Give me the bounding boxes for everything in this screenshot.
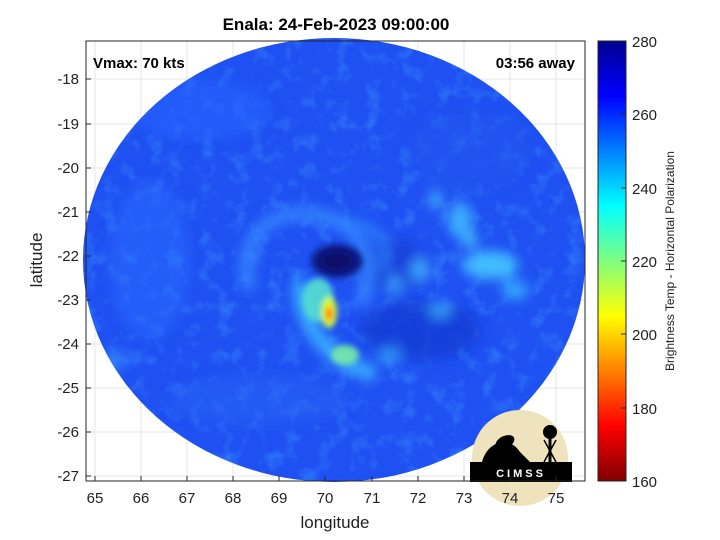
plot-frame [85, 40, 586, 482]
colorbar-tick-label: 220 [632, 254, 657, 271]
x-tick-label: 72 [410, 490, 427, 507]
colorbar-tick-labels: 280 260 240 220 200 180 160 [632, 34, 657, 491]
brightness-temperature-swath [83, 38, 585, 482]
colorbar-tick-label: 260 [632, 107, 657, 124]
x-tick-label: 68 [225, 490, 242, 507]
y-tick-label: -19 [57, 116, 79, 133]
colorbar-ticks [621, 113, 626, 409]
colorbar-tick-label: 180 [632, 401, 657, 418]
x-axis-label: longitude [300, 513, 369, 532]
x-tick-label: 67 [179, 490, 196, 507]
vmax-label: Vmax: 70 kts [93, 55, 185, 72]
colorbar-label: Brightness Temp - Horizontal Polarizatio… [663, 151, 677, 371]
y-tick-labels: -18 -19 -20 -21 -22 -23 -24 -25 -26 -27 [57, 71, 79, 485]
x-tick-label: 69 [271, 490, 288, 507]
y-axis-label: latitude [27, 233, 46, 288]
x-tick-label: 70 [317, 490, 334, 507]
plot-title: Enala: 24-Feb-2023 09:00:00 [223, 15, 450, 34]
tick-marks [86, 78, 557, 481]
y-tick-label: -22 [57, 248, 79, 265]
y-tick-label: -21 [57, 204, 79, 221]
y-tick-label: -23 [57, 292, 79, 309]
x-tick-label: 71 [364, 490, 381, 507]
x-tick-label: 66 [133, 490, 150, 507]
time-away-label: 03:56 away [496, 55, 576, 72]
y-tick-label: -24 [57, 336, 79, 353]
x-tick-label: 65 [87, 490, 104, 507]
y-tick-label: -27 [57, 468, 79, 485]
colorbar-tick-label: 160 [632, 474, 657, 491]
cimss-logo: CIMSS [470, 410, 572, 506]
y-tick-label: -25 [57, 380, 79, 397]
x-tick-label: 74 [502, 490, 519, 507]
x-tick-labels: 65 66 67 68 69 70 71 72 73 74 75 [87, 490, 565, 507]
y-tick-label: -18 [57, 71, 79, 88]
cimss-logo-text: CIMSS [496, 468, 546, 480]
y-tick-label: -26 [57, 424, 79, 441]
x-tick-label: 73 [456, 490, 473, 507]
y-tick-label: -20 [57, 160, 79, 177]
colorbar-tick-label: 280 [632, 34, 657, 51]
colorbar-tick-label: 200 [632, 327, 657, 344]
colorbar-tick-label: 240 [632, 181, 657, 198]
x-tick-label: 75 [548, 490, 565, 507]
eyewall-warm-core [302, 278, 359, 365]
